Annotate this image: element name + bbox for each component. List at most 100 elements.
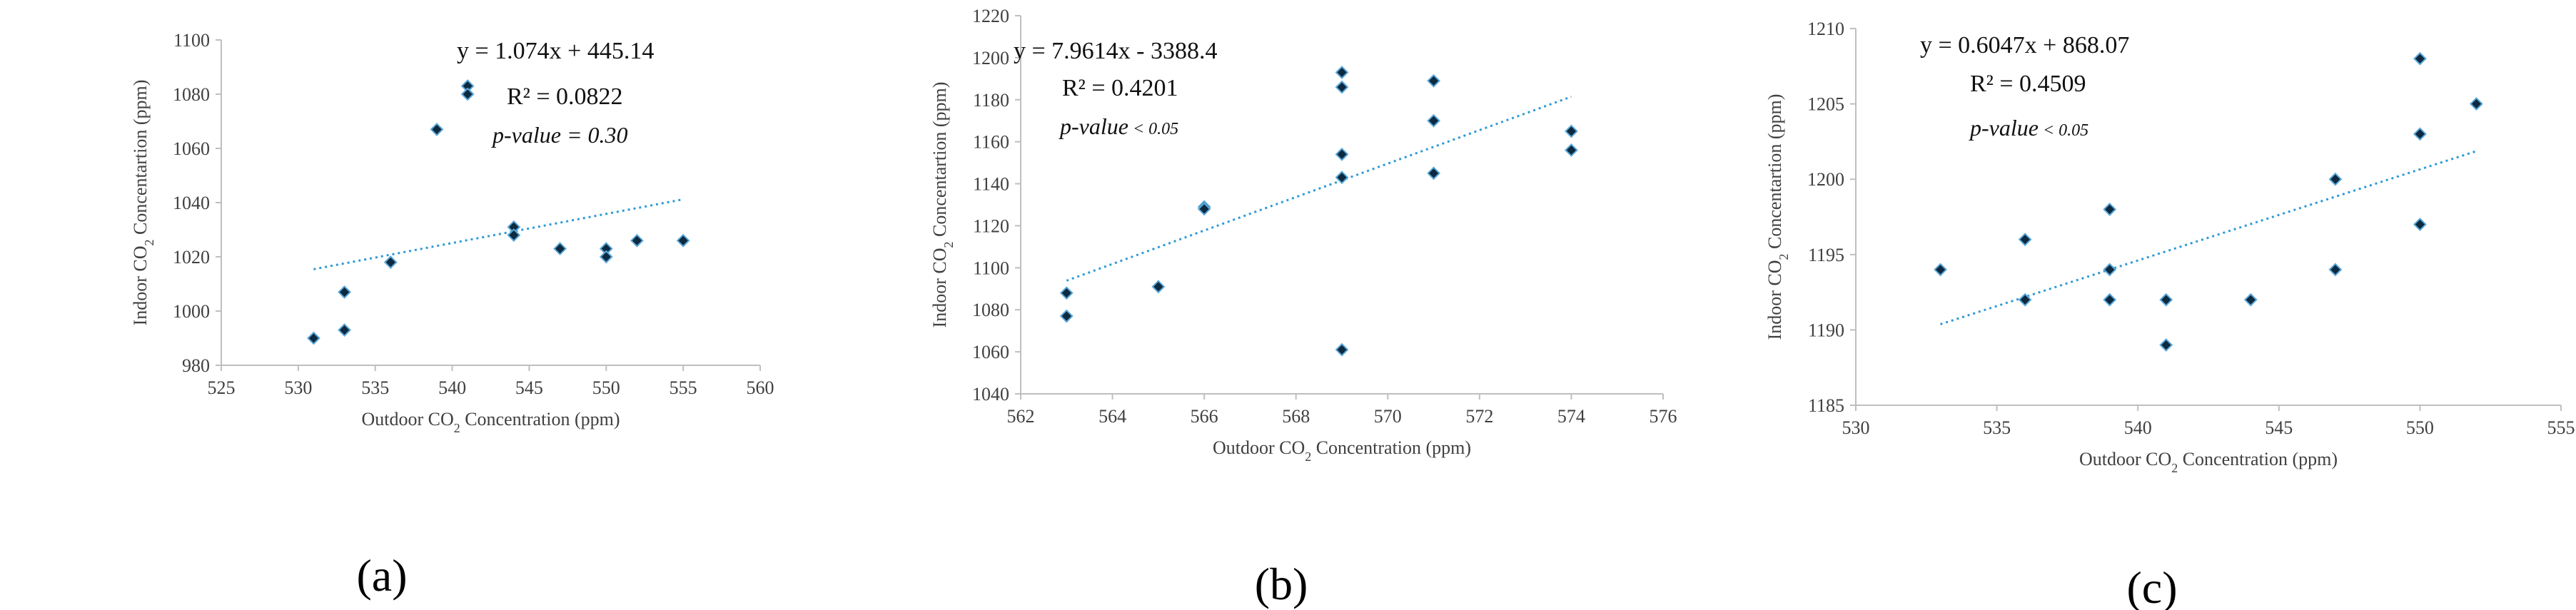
x-tick-label: 530 (284, 377, 312, 398)
x-tick-label: 535 (361, 377, 389, 398)
trendline (1940, 150, 2477, 325)
x-tick-label: 530 (1842, 417, 1870, 438)
y-tick-label: 1220 (972, 6, 1009, 26)
p-value-label: p-value = 0.30 (491, 122, 628, 148)
panel-label: (c) (2126, 562, 2177, 610)
data-point (2470, 97, 2483, 111)
data-point (1151, 280, 1166, 294)
data-point (599, 250, 613, 264)
y-tick-label: 1195 (1808, 245, 1844, 265)
y-tick-label: 1185 (1808, 395, 1844, 416)
data-point (1335, 147, 1349, 161)
y-tick-label: 1040 (972, 384, 1009, 405)
y-tick-label: 1160 (973, 132, 1009, 153)
data-point (1427, 166, 1440, 181)
data-point (1565, 124, 1578, 138)
x-tick-label: 576 (1650, 406, 1677, 427)
data-point (430, 122, 444, 136)
x-tick-label: 555 (670, 377, 697, 398)
x-tick-label: 545 (2265, 417, 2293, 438)
y-tick-label: 1205 (1807, 94, 1844, 115)
data-point (1427, 113, 1440, 128)
data-point (2328, 263, 2343, 277)
data-point (553, 242, 567, 256)
y-tick-label: 980 (182, 355, 210, 376)
y-tick-label: 1080 (173, 84, 210, 105)
x-tick-label: 562 (1007, 406, 1035, 427)
y-tick-label: 1200 (972, 48, 1009, 68)
data-point (338, 285, 351, 299)
data-point (1565, 143, 1578, 157)
data-point (460, 87, 475, 101)
regression-equation: y = 1.074x + 445.14 (457, 38, 654, 64)
data-point (1059, 309, 1074, 323)
y-tick-label: 1080 (972, 300, 1009, 320)
x-axis-title: Outdoor CO2 Concentration (ppm) (2079, 449, 2338, 475)
panel-label: (b) (1255, 559, 1308, 609)
x-tick-label: 525 (208, 377, 236, 398)
y-axis-title: Indoor CO2 Concentartion (ppm) (929, 82, 956, 328)
y-tick-label: 1060 (173, 138, 210, 159)
x-tick-label: 568 (1282, 406, 1310, 427)
y-tick-label: 1000 (173, 301, 210, 322)
chart-panel-c: 1185 1190 1195 1200 1205 1210 530 535 540 545 550 5… (1764, 19, 2575, 610)
data-point (307, 331, 320, 345)
x-tick-label: 564 (1098, 406, 1126, 427)
data-point (2103, 263, 2117, 277)
data-point (2328, 172, 2343, 186)
data-point (2243, 293, 2258, 307)
y-tick-label: 1180 (973, 90, 1009, 111)
data-point (2103, 293, 2117, 307)
x-tick-label: 570 (1374, 406, 1402, 427)
panel-label: (a) (356, 550, 407, 601)
chart-panel-b: 1040 1060 1080 1100 1120 1140 1160 1180 1200 1220… (929, 6, 1677, 609)
regression-equation: y = 7.9614x - 3388.4 (1014, 38, 1218, 64)
p-value-label: p-value < 0.05 (1969, 115, 2088, 141)
x-tick-label: 560 (747, 377, 774, 398)
x-tick-label: 550 (592, 377, 620, 398)
data-point (2018, 293, 2032, 307)
regression-equation: y = 0.6047x + 868.07 (1920, 32, 2129, 59)
x-tick-label: 566 (1191, 406, 1218, 427)
data-point (1427, 73, 1440, 88)
y-axis-title: Indoor CO2 Concentartion (ppm) (130, 80, 156, 326)
x-tick-label: 572 (1465, 406, 1493, 427)
trendline (313, 198, 684, 270)
y-tick-label: 1060 (972, 342, 1009, 362)
y-tick-label: 1210 (1807, 19, 1844, 39)
data-point (1335, 342, 1349, 357)
x-axis-title: Outdoor CO2 Concentration (ppm) (1213, 437, 1471, 464)
data-point (1934, 263, 1947, 277)
y-tick-label: 1020 (173, 247, 210, 268)
data-point (2413, 218, 2427, 231)
x-tick-label: 555 (2547, 417, 2575, 438)
x-tick-label: 535 (1983, 417, 2011, 438)
data-point (2103, 203, 2117, 216)
x-tick-label: 540 (438, 377, 466, 398)
data-point (1335, 171, 1349, 185)
y-tick-label: 1040 (173, 193, 210, 213)
data-point (338, 323, 351, 337)
data-point (2018, 233, 2032, 247)
y-tick-label: 1140 (973, 174, 1009, 195)
data-point (676, 233, 690, 248)
chart-panel-a: 980 1000 1020 1040 1060 1080 1100 525 530 535 540 5… (130, 30, 774, 601)
r-squared-label: R² = 0.0822 (507, 83, 623, 110)
x-tick-label: 540 (2124, 417, 2152, 438)
data-point (1335, 66, 1349, 79)
data-point (630, 233, 644, 248)
data-point (2413, 51, 2427, 66)
y-tick-label: 1200 (1807, 169, 1844, 190)
data-point (1197, 202, 1211, 216)
x-tick-label: 574 (1557, 406, 1585, 427)
data-point (1059, 286, 1074, 300)
data-point (1335, 80, 1349, 94)
x-tick-label: 545 (515, 377, 543, 398)
x-tick-label: 550 (2406, 417, 2434, 438)
data-point (2159, 293, 2173, 307)
y-tick-label: 1120 (973, 215, 1009, 236)
p-value-label: p-value < 0.05 (1059, 113, 1178, 139)
y-tick-label: 1100 (173, 30, 210, 51)
y-tick-label: 1100 (973, 258, 1009, 278)
